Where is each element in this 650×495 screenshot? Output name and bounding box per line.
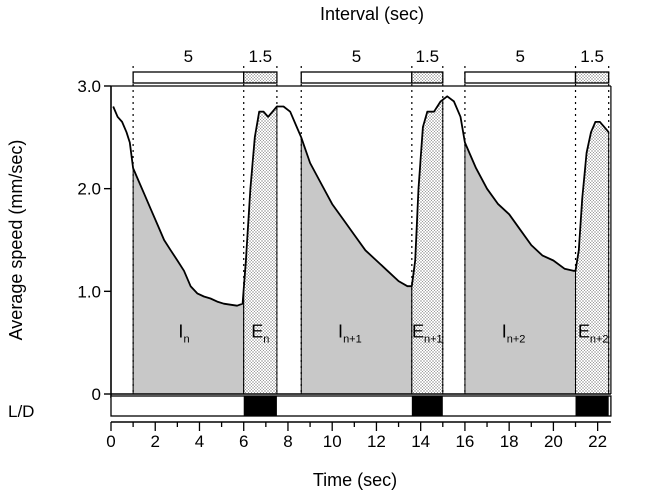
x-tick-label-8: 14 — [411, 432, 430, 451]
interval-bar-label-3: 5 — [352, 47, 361, 66]
x-tick-label-5: 8 — [283, 432, 292, 451]
interval-title: Interval (sec) — [320, 4, 424, 24]
interval-bar-label-4: 1.5 — [415, 47, 439, 66]
y-tick-label-1: 0 — [92, 385, 101, 404]
interval-bar-2 — [243, 71, 278, 84]
x-tick-label-6: 10 — [323, 432, 342, 451]
dark-period-1 — [243, 396, 277, 416]
x-tick-label-1: 0 — [106, 432, 115, 451]
interval-bar-1 — [132, 71, 245, 84]
x-tick-label-9: 16 — [455, 432, 474, 451]
interval-bar-label-5: 5 — [515, 47, 524, 66]
ld-strip — [110, 395, 612, 417]
interval-bar-4 — [411, 71, 444, 84]
ld-row-label: L/D — [8, 402, 34, 421]
y-tick-label-4: 3.0 — [77, 77, 101, 96]
region-label-2: En — [251, 322, 269, 346]
x-tick-label-7: 12 — [367, 432, 386, 451]
x-tick-label-3: 4 — [195, 432, 204, 451]
region-label-4: En+1 — [412, 322, 443, 346]
interval-bar-3 — [300, 71, 413, 84]
dark-period-2 — [411, 396, 443, 416]
y-tick-label-2: 1.0 — [77, 282, 101, 301]
plot-area: 5 1.5 5 1.5 5 1.5 0 1.0 2.0 3.0 0 2 4 6 8 10 12 14 16 18 20 2… — [77, 47, 612, 451]
x-tick-label-12: 22 — [588, 432, 607, 451]
region-label-5: In+2 — [502, 322, 526, 346]
interval-bar-label-6: 1.5 — [580, 47, 604, 66]
x-tick-label-2: 2 — [151, 432, 160, 451]
y-axis-label: Average speed (mm/sec) — [6, 140, 26, 341]
region-fill-6 — [575, 121, 610, 395]
region-fill-2 — [243, 105, 278, 395]
region-label-1: In — [178, 322, 189, 346]
interval-bar-5 — [464, 71, 577, 84]
dark-period-3 — [575, 396, 609, 416]
interval-bar-6 — [574, 71, 610, 84]
speed-series-line — [112, 95, 610, 307]
interval-bar-label-1: 5 — [184, 47, 193, 66]
y-tick-label-3: 2.0 — [77, 180, 101, 199]
region-label-6: En+2 — [578, 322, 609, 346]
x-tick-label-10: 18 — [500, 432, 519, 451]
x-tick-label-4: 6 — [239, 432, 248, 451]
region-label-3: In+1 — [338, 322, 362, 346]
interval-bar-label-2: 1.5 — [248, 47, 272, 66]
x-tick-label-11: 20 — [544, 432, 563, 451]
x-axis-label: Time (sec) — [313, 470, 397, 490]
